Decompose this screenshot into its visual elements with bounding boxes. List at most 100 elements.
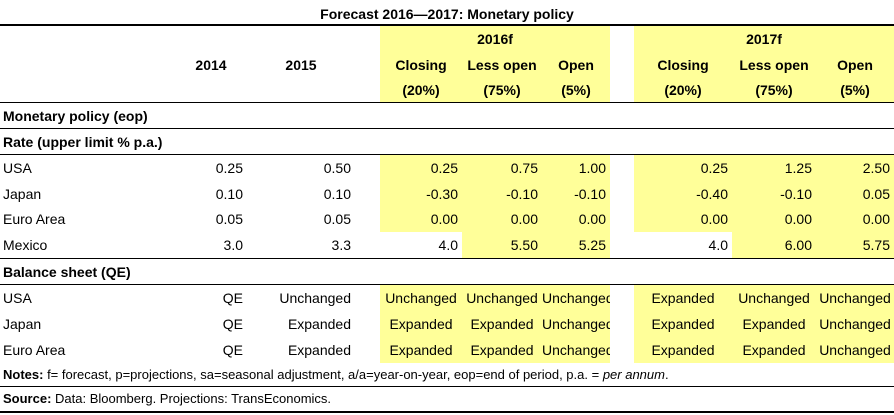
cell-value: 0.00 [542,206,610,233]
cell-value: Expanded [462,336,542,363]
section-balance-sheet: Balance sheet (QE) [0,258,894,286]
cell-value: QE [222,290,243,307]
cell-value: 5.50 [462,232,542,259]
cell-value: 5.25 [542,232,610,259]
cell-value: 3.0 [223,237,243,254]
cell-value: Unchanged [542,284,610,311]
country-label: USA [3,159,32,176]
header-2016f: 2016f [380,26,610,52]
cell-value: -0.40 [634,180,732,207]
table-row: Mexico 3.0 3.3 4.0 5.50 5.25 4.0 6.00 5.… [0,232,894,259]
header-less-open-2017: Less open [732,52,816,78]
cell-value: Expanded [287,315,351,332]
cell-value: Expanded [380,310,462,337]
cell-value: 1.00 [542,154,610,181]
header-open-2017: Open [816,52,894,78]
section-label: Balance sheet (QE) [0,258,894,286]
cell-value: Expanded [462,310,542,337]
table-notes: Notes: f= forecast, p=projections, sa=se… [0,362,894,387]
header-row-scenarios: 2014 2015 Closing Less open Open Closing… [0,52,894,78]
source-text: Data: Bloomberg. Projections: TransEcono… [51,391,332,406]
cell-value: Unchanged [542,310,610,337]
notes-text: f= forecast, p=projections, sa=seasonal … [43,367,603,382]
table-row: Japan QE Expanded Expanded Expanded Unch… [0,310,894,337]
cell-value: Expanded [634,284,732,311]
cell-value: 3.3 [331,237,351,254]
cell-value: 0.25 [380,154,462,181]
cell-value: 6.00 [732,232,816,259]
cell-value: Unchanged [732,284,816,311]
country-label: Euro Area [3,211,66,228]
cell-value: 0.00 [380,206,462,233]
cell-value: 4.0 [708,237,728,254]
prob-closing-2017: (20%) [634,78,732,103]
cell-value: 0.10 [323,185,351,202]
table-row: Euro Area QE Expanded Expanded Expanded … [0,336,894,363]
cell-value: 0.00 [732,206,816,233]
cell-value: 5.75 [816,232,894,259]
cell-value: 0.00 [634,206,732,233]
section-rate: Rate (upper limit % p.a.) [0,128,894,155]
notes-italic: per annum [602,367,665,382]
table-row: Euro Area 0.05 0.05 0.00 0.00 0.00 0.00 … [0,206,894,233]
cell-value: -0.10 [732,180,816,207]
header-closing-2017: Closing [634,52,732,78]
source-label: Source: [3,391,52,406]
prob-open-2017: (5%) [816,78,894,103]
cell-value: 0.25 [215,159,243,176]
cell-value: QE [222,341,243,358]
cell-value: 0.05 [816,180,894,207]
cell-value: 0.75 [462,154,542,181]
cell-value: Expanded [380,336,462,363]
prob-closing-2016: (20%) [380,78,462,103]
cell-value: Unchanged [462,284,542,311]
table-row: Japan 0.10 0.10 -0.30 -0.10 -0.10 -0.40 … [0,180,894,207]
cell-value: Unchanged [279,290,351,307]
cell-value: 0.25 [634,154,732,181]
header-2015: 2015 [285,57,317,73]
cell-value: 0.50 [323,159,351,176]
cell-value: 4.0 [438,237,458,254]
cell-value: 0.00 [816,206,894,233]
table-row: USA 0.25 0.50 0.25 0.75 1.00 0.25 1.25 2… [0,154,894,181]
cell-value: 0.05 [323,211,351,228]
header-row-probabilities: (20%) (75%) (5%) (20%) (75%) (5%) [0,78,894,103]
notes-label: Notes: [3,367,44,382]
cell-value: Expanded [732,310,816,337]
country-label: Japan [3,315,42,332]
cell-value: 1.25 [732,154,816,181]
country-label: Mexico [3,237,48,254]
cell-value: 2.50 [816,154,894,181]
prob-open-2016: (5%) [542,78,610,103]
cell-value: Unchanged [380,284,462,311]
country-label: USA [3,290,32,307]
header-open-2016: Open [542,52,610,78]
cell-value: 0.10 [215,185,243,202]
cell-value: Expanded [634,336,732,363]
cell-value: Unchanged [816,336,894,363]
cell-value: -0.10 [542,180,610,207]
country-label: Japan [3,185,42,202]
cell-value: Unchanged [542,336,610,363]
cell-value: -0.10 [462,180,542,207]
cell-value: Unchanged [816,284,894,311]
country-label: Euro Area [3,341,66,358]
section-label: Monetary policy (eop) [0,102,894,129]
header-2017f: 2017f [634,26,894,52]
table-row: USA QE Unchanged Unchanged Unchanged Unc… [0,284,894,311]
header-2014: 2014 [195,57,227,73]
section-monetary-policy: Monetary policy (eop) [0,102,894,129]
header-closing-2016: Closing [380,52,462,78]
cell-value: Expanded [287,341,351,358]
prob-less-open-2016: (75%) [462,78,542,103]
notes-end: . [664,367,669,382]
section-label: Rate (upper limit % p.a.) [0,128,894,155]
prob-less-open-2017: (75%) [732,78,816,103]
header-less-open-2016: Less open [462,52,542,78]
cell-value: Expanded [634,310,732,337]
cell-value: Expanded [732,336,816,363]
table-source: Source: Data: Bloomberg. Projections: Tr… [0,388,894,413]
header-row-years: 2016f 2017f [0,26,894,52]
page-title: Forecast 2016—2017: Monetary policy [0,0,894,26]
